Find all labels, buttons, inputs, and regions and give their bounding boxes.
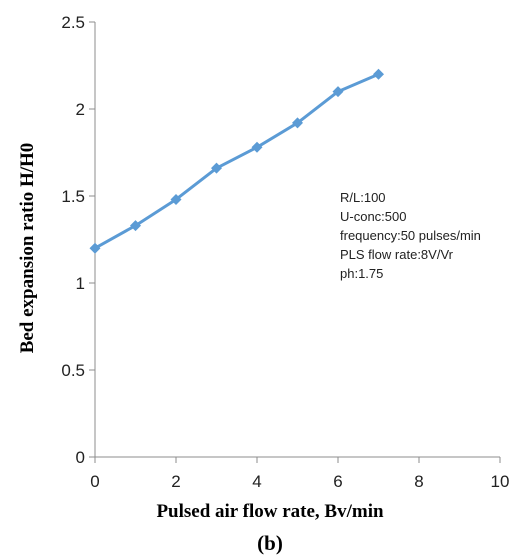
y-tick-label: 0.5 — [61, 361, 85, 380]
data-point — [251, 141, 263, 153]
series-marks — [89, 68, 384, 254]
annotation-line: frequency:50 pulses/min — [340, 228, 481, 243]
x-tick-label: 0 — [90, 472, 99, 491]
series-line — [94, 72, 380, 250]
data-point — [373, 68, 384, 80]
data-point — [292, 117, 303, 129]
y-tick-label: 1 — [76, 274, 85, 293]
x-tick-label: 6 — [333, 472, 342, 491]
data-point — [130, 220, 141, 232]
x-tick-label: 2 — [171, 472, 180, 491]
annotation-line: PLS flow rate:8V/Vr — [340, 247, 454, 262]
y-tick-label: 0 — [76, 448, 85, 467]
x-axis-title: Pulsed air flow rate, Bv/min — [156, 501, 384, 522]
annotation-line: U-conc:500 — [340, 209, 406, 224]
annotation-line: ph:1.75 — [340, 266, 383, 281]
y-axis-title: Bed expansion ratio H/H0 — [17, 143, 38, 354]
y-tick-label: 2 — [76, 100, 85, 119]
data-point — [89, 242, 101, 254]
x-tick-label: 8 — [414, 472, 423, 491]
axes: 0 0.5 1 1.5 2 2.5 0 2 4 6 8 10 — [61, 13, 509, 491]
annotation-block: R/L:100 U-conc:500 frequency:50 pulses/min… — [340, 190, 481, 281]
data-point — [332, 86, 344, 98]
annotation-line: R/L:100 — [340, 190, 386, 205]
y-tick-label: 1.5 — [61, 187, 85, 206]
panel-label: (b) — [257, 531, 283, 555]
data-point — [211, 162, 222, 174]
y-tick-label: 2.5 — [61, 13, 85, 32]
data-point — [170, 193, 182, 205]
x-tick-label: 4 — [252, 472, 261, 491]
x-tick-label: 10 — [491, 472, 510, 491]
